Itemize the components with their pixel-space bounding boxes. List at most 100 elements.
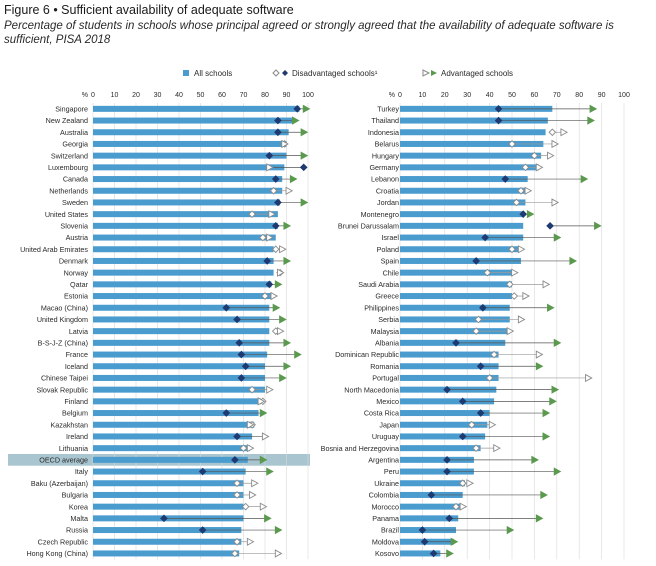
- marker-disadvantaged: [505, 280, 514, 289]
- marker-disadvantaged: [476, 362, 485, 371]
- bar-all-schools: [400, 211, 524, 218]
- category-label: Finland: [64, 397, 88, 406]
- bar-all-schools: [400, 199, 526, 206]
- bar-all-schools: [93, 269, 274, 276]
- marker-advantaged: [246, 443, 255, 453]
- marker-disadvantaged: [508, 140, 516, 148]
- marker-disadvantaged: [472, 257, 480, 265]
- marker-advantaged: [580, 174, 589, 184]
- marker-advantaged: [246, 420, 255, 429]
- bar-all-schools: [400, 234, 524, 241]
- bar-all-schools: [93, 491, 244, 498]
- bar-all-schools: [93, 316, 270, 323]
- marker-disadvantaged: [271, 175, 280, 183]
- right-panel: 0 10 20 30 40 50 60 70 80 90 100% Turkey Thailand Ind…: [321, 92, 630, 560]
- category-label: Montenegro: [361, 210, 399, 219]
- bar-all-schools: [400, 152, 542, 159]
- category-label: Russia: [66, 526, 88, 535]
- category-label: Indonesia: [368, 128, 399, 137]
- category-label: Lebanon: [371, 175, 399, 184]
- marker-disadvantaged: [445, 514, 454, 523]
- bar-all-schools: [400, 398, 495, 405]
- marker-disadvantaged: [293, 105, 302, 113]
- marker-disadvantaged: [494, 116, 503, 125]
- bar-all-schools: [93, 480, 244, 487]
- marker-advantaged: [289, 174, 298, 184]
- marker-advantaged: [547, 303, 555, 312]
- marker-advantaged: [279, 245, 287, 254]
- bar-all-schools: [93, 176, 283, 183]
- category-label: OECD average: [39, 455, 88, 464]
- bar-all-schools: [400, 363, 499, 370]
- bar-all-schools: [93, 421, 255, 428]
- marker-advantaged: [292, 116, 300, 125]
- category-label: Switzerland: [51, 151, 88, 160]
- category-label: Panama: [372, 514, 399, 523]
- category-label: Costa Rica: [364, 409, 399, 418]
- category-label: Ukraine: [374, 479, 399, 488]
- marker-advantaged: [259, 408, 268, 418]
- category-label: Sweden: [62, 198, 88, 207]
- tick-label: 40: [175, 92, 183, 99]
- bar-all-schools: [400, 456, 474, 463]
- marker-disadvantaged: [472, 327, 480, 335]
- tick-label: 80: [261, 92, 269, 99]
- bar-all-schools: [93, 339, 270, 346]
- bar-all-schools: [400, 468, 474, 475]
- marker-disadvantaged: [235, 339, 244, 347]
- marker-advantaged: [542, 432, 551, 441]
- marker-advantaged: [589, 104, 598, 114]
- category-label: Italy: [75, 467, 89, 476]
- bar-all-schools: [93, 351, 268, 358]
- marker-advantaged: [266, 163, 274, 172]
- bar-all-schools: [400, 105, 553, 112]
- category-label: Slovenia: [60, 221, 88, 230]
- category-label: Macao (China): [41, 303, 88, 312]
- marker-disadvantaged: [259, 233, 267, 242]
- category-label: North Macedonia: [344, 385, 399, 394]
- marker-disadvantaged: [474, 315, 483, 324]
- legend-disadv-marker: [282, 70, 288, 76]
- marker-disadvantaged: [299, 163, 308, 172]
- bar-all-schools: [93, 527, 242, 534]
- bar-all-schools: [93, 129, 289, 136]
- bar-all-schools: [93, 164, 285, 171]
- marker-disadvantaged: [420, 537, 429, 546]
- marker-advantaged: [553, 233, 562, 242]
- marker-disadvantaged: [458, 479, 467, 488]
- category-label: Saudi Arabia: [358, 280, 399, 289]
- bar-all-schools: [400, 410, 490, 417]
- legend: All schools Disadvantaged schools¹ Advan…: [183, 69, 513, 78]
- category-label: Morocco: [371, 502, 399, 511]
- marker-disadvantaged: [467, 420, 476, 429]
- tick-label: 70: [240, 92, 248, 99]
- marker-advantaged: [466, 479, 474, 488]
- category-label: Albania: [375, 338, 399, 347]
- bar-all-schools: [93, 234, 276, 241]
- bar-all-schools: [93, 456, 248, 463]
- marker-disadvantaged: [483, 268, 492, 277]
- bar-all-schools: [93, 363, 265, 370]
- marker-advantaged: [283, 362, 292, 371]
- bar-all-schools: [400, 293, 512, 300]
- category-label: Mexico: [376, 397, 399, 406]
- marker-advantaged: [283, 221, 292, 231]
- marker-advantaged: [553, 467, 562, 476]
- marker-advantaged: [517, 245, 526, 254]
- marker-advantaged: [526, 209, 535, 219]
- marker-disadvantaged: [521, 163, 530, 172]
- marker-advantaged: [294, 350, 302, 359]
- marker-disadvantaged: [271, 222, 280, 230]
- marker-advantaged: [594, 221, 602, 231]
- tick-label: 90: [283, 92, 291, 99]
- marker-advantaged: [285, 186, 294, 195]
- marker-disadvantaged: [233, 432, 241, 441]
- category-label: Belarus: [375, 140, 400, 149]
- axis-unit-label: %: [389, 92, 395, 99]
- marker-advantaged: [279, 315, 287, 324]
- marker-disadvantaged: [231, 549, 239, 558]
- category-label: Brunei Darussalam: [338, 221, 399, 230]
- marker-advantaged: [274, 280, 283, 289]
- marker-advantaged: [524, 186, 533, 195]
- tick-label: 20: [132, 92, 140, 99]
